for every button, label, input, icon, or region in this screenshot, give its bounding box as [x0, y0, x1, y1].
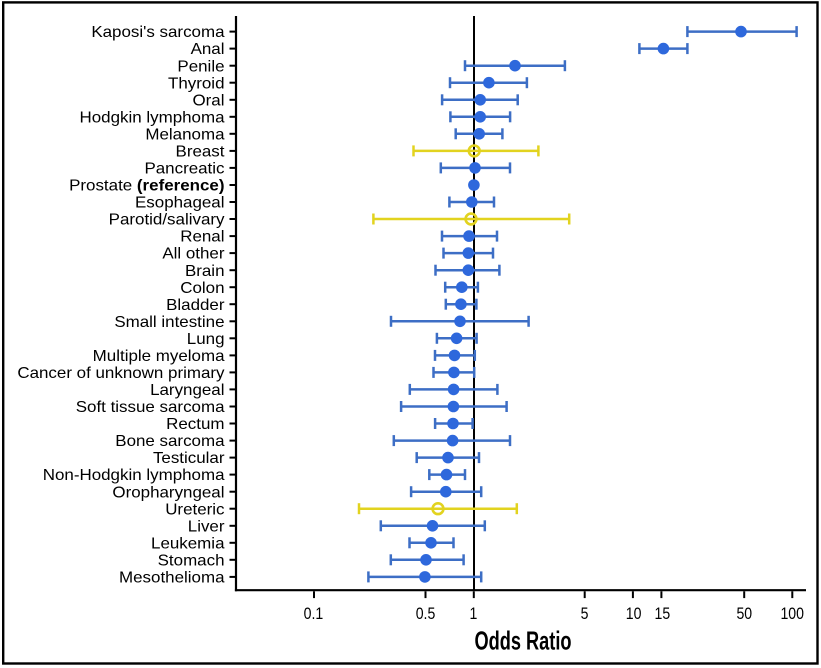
- svg-text:Soft tissue sarcoma: Soft tissue sarcoma: [76, 399, 226, 416]
- svg-text:Colon: Colon: [180, 279, 224, 296]
- svg-text:50: 50: [736, 605, 752, 623]
- svg-text:15: 15: [655, 605, 671, 623]
- svg-text:Prostate (reference): Prostate (reference): [69, 177, 224, 194]
- svg-text:0.1: 0.1: [304, 605, 324, 623]
- svg-text:Pancreatic: Pancreatic: [144, 160, 224, 177]
- svg-text:Penile: Penile: [177, 58, 224, 75]
- svg-text:Oropharyngeal: Oropharyngeal: [112, 484, 224, 501]
- svg-text:Renal: Renal: [180, 228, 224, 245]
- svg-text:Ureteric: Ureteric: [165, 501, 224, 518]
- svg-text:Liver: Liver: [188, 518, 225, 535]
- svg-text:Brain: Brain: [185, 262, 225, 279]
- svg-text:5: 5: [581, 605, 589, 623]
- svg-text:Esophageal: Esophageal: [135, 194, 224, 211]
- svg-text:Rectum: Rectum: [166, 416, 224, 433]
- svg-text:Lung: Lung: [187, 330, 225, 347]
- svg-text:Cancer of unknown primary: Cancer of unknown primary: [17, 364, 225, 381]
- svg-text:0.5: 0.5: [416, 605, 436, 623]
- svg-text:Mesothelioma: Mesothelioma: [119, 569, 225, 586]
- svg-text:Parotid/salivary: Parotid/salivary: [109, 211, 226, 228]
- svg-text:Melanoma: Melanoma: [145, 126, 225, 143]
- svg-text:100: 100: [780, 605, 804, 623]
- svg-text:Laryngeal: Laryngeal: [150, 381, 224, 398]
- svg-text:1: 1: [469, 605, 477, 623]
- svg-text:Oral: Oral: [192, 92, 224, 109]
- svg-text:Odds Ratio: Odds Ratio: [474, 626, 571, 655]
- svg-text:Kaposi's sarcoma: Kaposi's sarcoma: [91, 24, 225, 41]
- svg-text:Breast: Breast: [176, 143, 225, 160]
- svg-text:Thyroid: Thyroid: [168, 75, 224, 92]
- svg-text:Non-Hodgkin lymphoma: Non-Hodgkin lymphoma: [43, 467, 226, 484]
- svg-text:Bone sarcoma: Bone sarcoma: [115, 433, 225, 450]
- svg-text:Leukemia: Leukemia: [151, 535, 225, 552]
- svg-text:Hodgkin lymphoma: Hodgkin lymphoma: [79, 109, 225, 126]
- svg-text:All other: All other: [162, 245, 225, 262]
- svg-text:Multiple myeloma: Multiple myeloma: [93, 347, 226, 364]
- svg-text:Small intestine: Small intestine: [114, 313, 224, 330]
- svg-text:Anal: Anal: [191, 41, 225, 58]
- svg-text:Testicular: Testicular: [153, 450, 225, 467]
- svg-text:10: 10: [626, 605, 642, 623]
- svg-text:Bladder: Bladder: [166, 296, 225, 313]
- svg-text:Stomach: Stomach: [158, 552, 225, 569]
